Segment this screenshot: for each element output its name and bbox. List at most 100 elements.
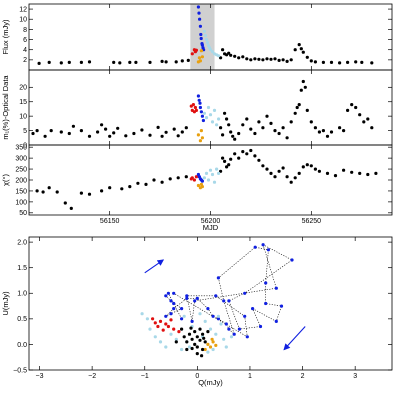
chart-qu-plane-series-0-point-21 [264,281,268,285]
chart-qu-plane-series-4-point-7 [201,347,205,352]
chart-polarization-angle-series-0-point-21 [223,159,227,163]
chart-flux-series-2-point-2 [198,17,202,21]
chart-polarization-degree-ytick-label-1: 5 [23,128,27,135]
chart-flux-series-0-point-39 [299,47,303,51]
chart-polarization-degree-series-0-point-54 [305,108,309,112]
chart-qu-plane-series-0-point-10 [195,296,199,300]
chart-polarization-degree-series-0-point-31 [229,130,233,134]
chart-qu-plane-series-0-point-3 [164,294,168,298]
chart-polarization-angle-series-4-point-7 [217,171,221,175]
chart-qu-plane-series-2-point-23 [187,345,192,349]
chart-polarization-angle-series-0-point-28 [245,152,249,156]
chart-polarization-angle-series-2-point-4 [200,179,204,183]
chart-polarization-angle-series-0-point-35 [273,175,277,179]
chart-qu-plane-series-0-point-2 [166,291,170,295]
chart-polarization-angle-frame [28,144,393,216]
chart-qu-plane-xtick-label-3: 0 [195,373,199,380]
chart-polarization-degree-series-0-point-39 [257,120,261,124]
chart-polarization-angle-series-3-point-3 [200,185,204,189]
chart-qu-plane-series-2-point-19 [229,335,234,339]
chart-qu-plane-series-0-point-7 [164,314,168,318]
chart-qu-plane-series-0-point-20 [266,248,270,252]
chart-polarization-angle-series-0-point-13 [144,182,148,186]
chart-flux-series-3-point-1 [197,56,201,60]
chart-qu-plane-ytick-label-1: 0.0 [17,342,27,349]
chart-polarization-angle-series-0-point-50 [350,170,354,174]
chart-qu-plane-series-3-point-3 [203,347,207,352]
chart-polarization-degree-ytick-label-2: 10 [19,114,27,121]
chart-polarization-angle-ytick-label-6: 350 [15,145,27,152]
chart-flux-series-0-point-40 [301,50,305,54]
chart-qu-plane-series-2-point-11 [222,337,226,341]
chart-qu-plane-series-2-point-24 [216,314,220,318]
chart-qu-plane-series-0-point-31 [261,243,265,247]
chart-polarization-degree-series-0-point-62 [342,129,346,133]
chart-flux-series-2-point-4 [199,32,203,37]
chart-qu-plane-series-2-point-3 [158,340,163,344]
chart-polarization-angle-series-0-point-12 [136,181,140,185]
chart-polarization-angle-series-0-point-1 [41,190,45,194]
chart-qu-plane-ytick-label-0: −0.5 [13,367,27,374]
chart-polarization-degree-series-4-point-4 [210,120,215,124]
chart-qu-plane-xtick-label-6: 3 [353,373,357,380]
chart-qu-plane-series-3-point-1 [208,345,213,349]
chart-flux-series-4-point-7 [210,50,215,54]
chart-polarization-angle-ylabel: χ(°) [1,174,10,186]
chart-polarization-degree-series-0-point-43 [273,129,277,133]
chart-qu-plane-arrow-1 [283,326,306,351]
chart-qu-plane-series-3-point-5 [210,337,214,341]
chart-flux-series-4-point-6 [208,48,213,52]
chart-polarization-degree-series-2-point-5 [200,114,204,118]
chart-polarization-angle-ytick-label-3: 200 [15,177,27,184]
chart-polarization-degree-series-0-point-28 [223,111,227,115]
chart-qu-plane-xlabel: Q(mJy) [198,378,223,387]
chart-polarization-degree-series-0-point-1 [35,129,39,133]
chart-polarization-degree-series-0-point-56 [313,126,317,130]
chart-polarization-degree-ytick-label-3: 15 [19,99,27,106]
chart-polarization-angle-series-0-point-16 [168,177,172,181]
chart-flux-series-0-point-41 [305,55,309,59]
chart-flux-series-0-point-35 [285,59,289,64]
chart-flux-series-4-point-0 [202,29,206,33]
chart-polarization-degree-series-0-point-60 [329,130,334,134]
chart-polarization-degree-series-0-point-69 [370,126,374,130]
chart-polarization-degree-series-0-point-9 [96,130,100,134]
chart-polarization-degree-series-0-point-33 [233,137,237,141]
chart-qu-plane-series-4-point-11 [198,327,202,331]
chart-polarization-degree-series-0-point-41 [265,114,269,118]
chart-polarization-degree-series-0-point-16 [132,131,136,136]
chart-flux-series-4-point-10 [217,54,221,58]
chart-polarization-angle-series-0-point-18 [184,175,188,179]
chart-polarization-degree-series-0-point-10 [100,123,104,127]
chart-polarization-degree-ytick-label-4: 20 [19,85,27,92]
chart-polarization-angle-series-0-point-37 [281,166,285,170]
chart-qu-plane-xtick-label-4: 1 [248,373,252,380]
chart-polarization-degree-series-0-point-37 [249,127,253,131]
chart-polarization-angle-series-0-point-25 [233,152,237,156]
chart-qu-plane-series-0-point-34 [190,319,194,323]
chart-polarization-angle-series-0-point-44 [309,164,313,168]
chart-polarization-angle-xtick-label-2: 56250 [302,218,322,225]
chart-flux-series-0-point-24 [241,55,245,59]
chart-polarization-angle-series-0-point-4 [63,201,67,205]
chart-polarization-degree-series-0-point-26 [219,126,223,130]
chart-qu-plane-series-2-point-5 [174,337,178,341]
chart-qu-plane-series-0-point-1 [172,301,176,306]
chart-polarization-degree-series-0-point-3 [49,129,53,133]
chart-polarization-degree-series-0-point-52 [301,79,305,84]
chart-polarization-degree-series-2-point-1 [197,98,201,102]
chart-polarization-degree-series-0-point-4 [59,130,63,134]
chart-polarization-degree-series-0-point-55 [309,120,313,124]
chart-qu-plane-xtick-label-2: −1 [141,373,149,380]
chart-qu-plane-series-4-point-19 [202,336,206,340]
chart-flux-series-0-point-38 [297,43,301,47]
chart-flux-series-0-point-43 [313,60,317,64]
chart-flux-series-4-point-2 [204,37,209,42]
chart-qu-plane-series-1-point-7 [172,327,176,331]
chart-flux-series-0-point-21 [229,53,233,57]
chart-polarization-degree-series-0-point-17 [140,128,144,132]
chart-polarization-angle-series-0-point-11 [128,185,132,189]
chart-qu-plane-series-0-point-12 [211,314,215,318]
chart-polarization-degree-series-3-point-2 [199,129,203,133]
chart-qu-plane-series-0-point-32 [274,286,278,290]
